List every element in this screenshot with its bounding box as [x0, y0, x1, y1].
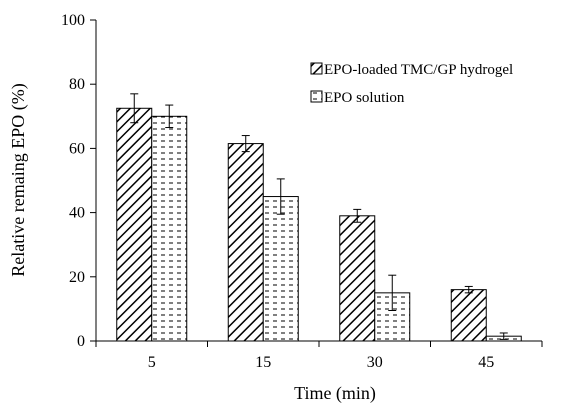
y-tick-label-3: 60	[69, 140, 85, 157]
bar-series0-cat0	[116, 107, 153, 342]
bar-series0-cat1	[227, 143, 264, 342]
plot-area: 0 20 40 60 80 100 5 15 30 45	[61, 12, 543, 371]
y-axis-title: Relative remaing EPO (%)	[8, 83, 29, 276]
legend-swatch-solution	[310, 90, 323, 103]
bar-series0-cat3	[450, 289, 487, 342]
legend-swatch-hydrogel	[310, 62, 323, 75]
y-tick-label-2: 40	[69, 205, 85, 222]
legend-label-hydrogel: EPO-loaded TMC/GP hydrogel	[324, 62, 513, 78]
x-tick-label-3: 45	[478, 354, 494, 371]
x-tick-label-2: 30	[367, 354, 383, 371]
legend: EPO-loaded TMC/GP hydrogel EPO solution	[310, 62, 513, 106]
x-axis-title: Time (min)	[294, 383, 376, 404]
bar-series1-cat0	[151, 115, 188, 342]
x-tick-label-1: 15	[255, 354, 271, 371]
legend-label-solution: EPO solution	[324, 90, 405, 106]
bar-series1-cat1	[262, 196, 299, 342]
y-tick-label-1: 20	[69, 269, 85, 286]
y-tick-label-4: 80	[69, 76, 85, 93]
y-tick-label-0: 0	[77, 333, 85, 350]
bar-series0-cat2	[339, 215, 376, 342]
x-tick-label-0: 5	[148, 354, 156, 371]
y-tick-label-5: 100	[61, 12, 85, 29]
